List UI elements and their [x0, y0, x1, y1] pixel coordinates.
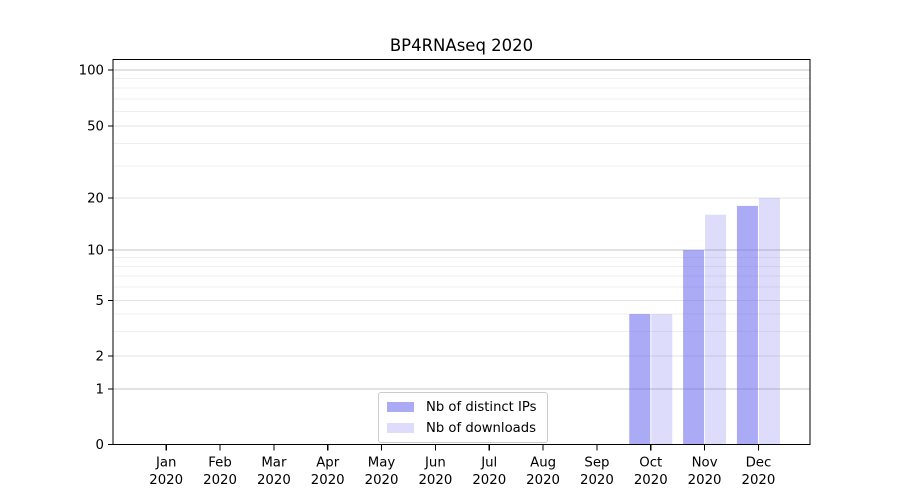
- legend-item-distinct-ips: Nb of distinct IPs: [387, 398, 537, 416]
- legend-swatch-downloads: [387, 423, 414, 433]
- x-tick-label-mar: Mar 2020: [257, 456, 291, 489]
- y-tick-label-5: 5: [96, 294, 104, 309]
- bar-nb-of-downloads-nov-2020: [705, 214, 727, 445]
- x-tick-label-sep: Sep 2020: [580, 456, 614, 489]
- x-tick-label-jul: Jul 2020: [472, 456, 506, 489]
- legend-item-downloads: Nb of downloads: [387, 419, 537, 437]
- y-tick-label-50: 50: [87, 120, 104, 135]
- y-tick-label-0: 0: [96, 438, 104, 453]
- x-tick-label-jan: Jan 2020: [149, 456, 183, 489]
- bar-nb-of-downloads-oct-2020: [651, 314, 673, 445]
- x-tick-label-oct: Oct 2020: [634, 456, 668, 489]
- x-tick-label-dec: Dec 2020: [742, 456, 776, 489]
- x-tick-label-jun: Jun 2020: [418, 456, 452, 489]
- bar-nb-of-distinct-ips-nov-2020: [683, 250, 705, 445]
- x-tick-label-apr: Apr 2020: [311, 456, 345, 489]
- x-tick-label-nov: Nov 2020: [688, 456, 722, 489]
- chart-title: BP4RNAseq 2020: [389, 36, 534, 55]
- y-tick-label-1: 1: [96, 383, 104, 398]
- y-tick-label-100: 100: [79, 64, 104, 79]
- y-tick-label-20: 20: [87, 192, 104, 207]
- bar-nb-of-downloads-dec-2020: [758, 198, 780, 445]
- bar-nb-of-distinct-ips-dec-2020: [736, 205, 758, 445]
- x-tick-label-aug: Aug 2020: [526, 456, 560, 489]
- y-tick-label-10: 10: [87, 244, 104, 259]
- legend-swatch-distinct-ips: [387, 402, 414, 412]
- plot-border: [112, 58, 811, 446]
- y-tick-label-2: 2: [96, 350, 104, 365]
- x-tick-label-may: May 2020: [365, 456, 399, 489]
- legend: Nb of distinct IPs Nb of downloads: [378, 392, 548, 443]
- legend-label-distinct-ips: Nb of distinct IPs: [426, 399, 537, 415]
- x-tick-label-feb: Feb 2020: [203, 456, 237, 489]
- bar-nb-of-distinct-ips-oct-2020: [629, 314, 651, 445]
- legend-label-downloads: Nb of downloads: [426, 420, 536, 436]
